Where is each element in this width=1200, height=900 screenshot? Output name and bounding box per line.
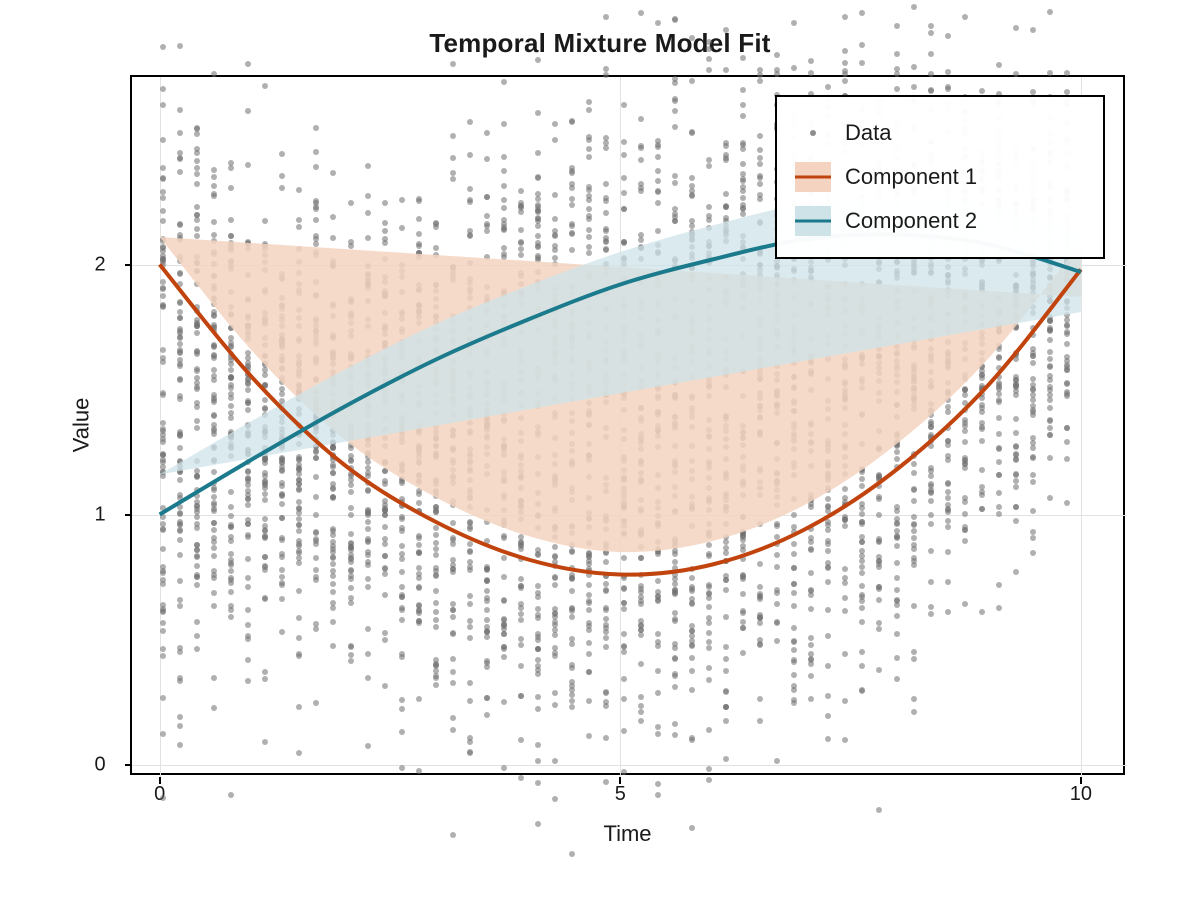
data-point (706, 39, 712, 45)
x-tick-label-5: 5 (600, 783, 640, 806)
data-point (808, 58, 814, 64)
component1-legend-swatch (795, 162, 831, 192)
component2-line-icon (795, 220, 831, 223)
data-point (859, 10, 865, 16)
data-point (842, 14, 848, 20)
data-point (859, 42, 865, 48)
data-point (603, 14, 609, 20)
data-point (1064, 70, 1070, 76)
data-point (569, 851, 575, 857)
data-point (160, 44, 166, 50)
data-point (894, 71, 900, 77)
data-point (655, 792, 661, 798)
data-point (911, 4, 917, 10)
data-point (706, 67, 712, 73)
data-point (245, 61, 251, 67)
data-point (945, 69, 951, 75)
data-point (535, 821, 541, 827)
plot-area: 012 0 5 10 Time Value Data Component 1 (130, 75, 1125, 775)
data-point (689, 35, 695, 41)
chart-root: Temporal Mixture Model Fit 012 0 5 10 Time… (0, 0, 1200, 900)
data-point (638, 10, 644, 16)
legend-entry-component1[interactable]: Component 1 (795, 155, 1085, 199)
x-tick-label-0: 0 (140, 783, 180, 806)
data-point (791, 20, 797, 26)
data-point (450, 61, 456, 67)
data-point (842, 48, 848, 54)
legend-box[interactable]: Data Component 1 Component 2 (775, 95, 1105, 259)
legend-label-component2: Component 2 (845, 208, 977, 234)
y-tick-2 (125, 264, 132, 266)
y-tick-1 (125, 514, 132, 516)
data-point (655, 20, 661, 26)
y-tick-label-1: 1 (80, 503, 120, 526)
data-point (535, 780, 541, 786)
data-point (1047, 70, 1053, 76)
data-point (791, 65, 797, 71)
data-point (740, 55, 746, 61)
data-point (774, 71, 780, 77)
data-point (859, 60, 865, 66)
data-point (672, 17, 678, 23)
y-tick-0 (125, 764, 132, 766)
component1-line-icon (795, 176, 831, 179)
y-tick-label-0: 0 (80, 753, 120, 776)
data-point (723, 67, 729, 73)
data-point (450, 832, 456, 838)
data-point (774, 52, 780, 58)
data-point (160, 795, 166, 801)
data-point (706, 46, 712, 52)
data-point (706, 777, 712, 783)
data-point (1030, 27, 1036, 33)
data-point (177, 43, 183, 49)
data-point (894, 51, 900, 57)
data-point (928, 30, 934, 36)
data-point (655, 781, 661, 787)
data-point (945, 33, 951, 39)
legend-label-component1: Component 1 (845, 164, 977, 190)
data-point (1047, 9, 1053, 15)
data-point (808, 70, 814, 76)
data-dot-icon (810, 130, 816, 136)
data-point (552, 796, 558, 802)
legend-label-data: Data (845, 120, 891, 146)
legend-entry-data[interactable]: Data (795, 111, 1085, 155)
data-point (876, 807, 882, 813)
x-tick-label-10: 10 (1061, 783, 1101, 806)
data-point (911, 64, 917, 70)
data-point (535, 57, 541, 63)
data-point (228, 792, 234, 798)
data-point (689, 825, 695, 831)
x-axis-label: Time (603, 821, 651, 847)
data-legend-swatch (795, 130, 831, 136)
data-point (706, 56, 712, 62)
data-point (1013, 25, 1019, 31)
data-point (894, 23, 900, 29)
legend-entry-component2[interactable]: Component 2 (795, 199, 1085, 243)
data-point (996, 62, 1002, 68)
data-point (842, 60, 848, 66)
data-point (211, 71, 217, 77)
data-point (928, 51, 934, 57)
data-point (928, 23, 934, 29)
data-point (962, 14, 968, 20)
data-point (603, 779, 609, 785)
y-tick-label-2: 2 (80, 253, 120, 276)
component2-legend-swatch (795, 206, 831, 236)
y-axis-label: Value (68, 398, 94, 453)
data-point (723, 27, 729, 33)
